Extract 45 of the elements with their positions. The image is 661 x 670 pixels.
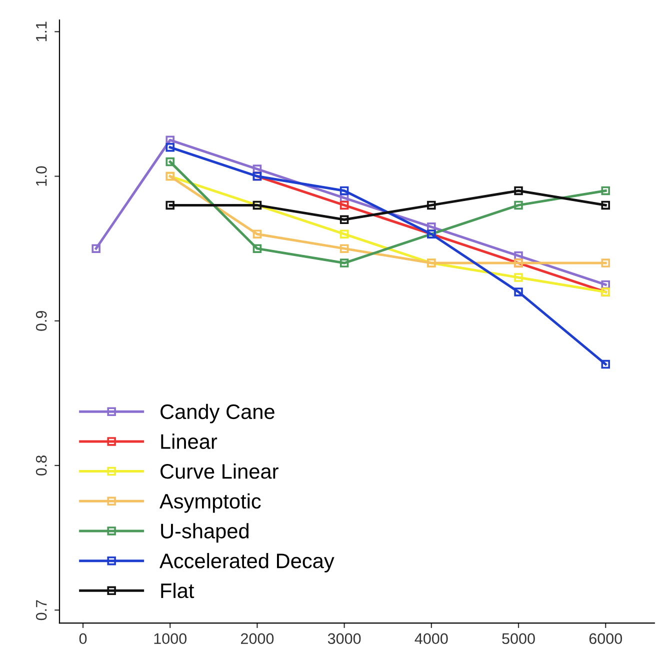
point: [340, 200, 349, 210]
point: [166, 142, 174, 152]
point: [514, 288, 523, 296]
x-tick-label: 3000: [328, 633, 361, 644]
x-tick-label: 4000: [414, 633, 448, 644]
point: [166, 136, 174, 144]
point: [340, 215, 349, 224]
point: [427, 200, 436, 210]
point: [340, 230, 349, 238]
point: [340, 258, 349, 268]
point: [340, 186, 349, 196]
x-tick-label: 5000: [502, 633, 535, 644]
point: [252, 244, 262, 253]
x-tick-label: 6000: [589, 633, 622, 644]
point: [514, 200, 523, 210]
legend-label: Asymptotic: [160, 493, 261, 513]
point: [514, 251, 523, 260]
x-tick-label: 2000: [240, 633, 274, 644]
legend-label: Flat: [161, 582, 194, 598]
point: [166, 157, 174, 166]
point: [252, 230, 262, 238]
point: [166, 200, 174, 210]
legend-label: Curve Linear: [160, 463, 278, 479]
point: [340, 244, 349, 253]
y-tick-label: 0.9: [36, 310, 47, 331]
point: [514, 186, 523, 196]
y-tick-label: 0.8: [36, 456, 47, 476]
legend-label: Candy Cane: [160, 404, 274, 424]
y-tick-label: 1.0: [36, 166, 47, 186]
point: [601, 186, 610, 196]
x-tick-label: 1000: [154, 633, 187, 644]
point: [252, 164, 262, 174]
point: [601, 258, 610, 268]
point: [601, 200, 610, 210]
point: [427, 222, 436, 232]
point: [601, 360, 610, 369]
legend-label: Accelerated Decay: [160, 553, 334, 572]
x-tick-label: 0: [79, 633, 87, 644]
y-tick-label: 0.7: [36, 600, 47, 620]
legend-label: U-shaped: [161, 523, 248, 543]
legend-label: Linear: [161, 434, 218, 449]
y-tick-label: 1.1: [36, 22, 47, 42]
point: [601, 280, 610, 290]
point: [92, 244, 100, 253]
point: [514, 273, 523, 282]
